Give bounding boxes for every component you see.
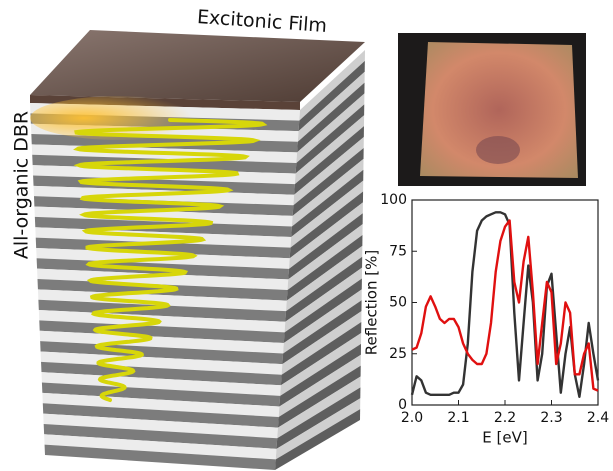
sample-photo xyxy=(398,33,586,186)
y-tick-label: 75 xyxy=(389,243,407,259)
y-tick-label: 100 xyxy=(380,192,407,208)
film-top xyxy=(30,30,365,102)
y-axis-label: Reflection [%] xyxy=(363,250,381,355)
film-label: Excitonic Film xyxy=(196,6,327,37)
x-tick-label: 2.1 xyxy=(447,410,469,426)
figure: Excitonic Film All-organic DBR 2.02.12.2… xyxy=(0,0,613,471)
y-tick-label: 0 xyxy=(398,397,407,413)
dbr-label: All-organic DBR xyxy=(11,111,33,259)
x-tick-label: 2.4 xyxy=(587,410,609,426)
plot-frame xyxy=(412,200,598,405)
y-tick-label: 50 xyxy=(389,295,407,311)
x-axis-label: E [eV] xyxy=(482,429,527,447)
x-tick-label: 2.3 xyxy=(540,410,562,426)
dbr-illustration xyxy=(30,30,365,470)
y-tick-label: 25 xyxy=(389,346,407,362)
photo-spot xyxy=(476,136,520,164)
x-tick-label: 2.2 xyxy=(494,410,516,426)
